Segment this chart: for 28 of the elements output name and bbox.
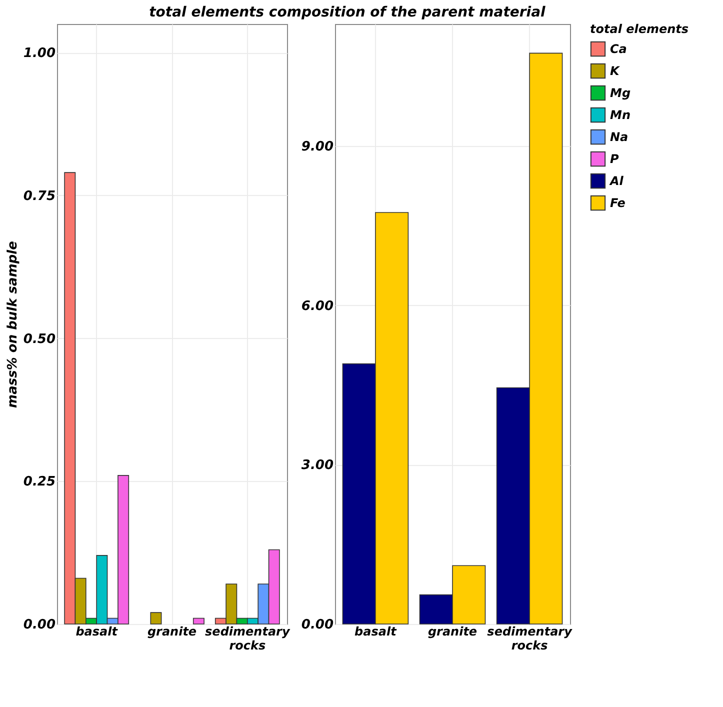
x-tick-label: basalt	[354, 624, 398, 638]
text: total elements composition of the parent material	[149, 4, 546, 20]
legend-label: Al	[609, 174, 624, 188]
y-tick-label: 0.00	[301, 618, 334, 632]
x-tick-label: granite	[428, 624, 478, 638]
legend-label: Mg	[610, 86, 631, 100]
legend-label: K	[610, 64, 621, 78]
legend-label: Na	[610, 130, 628, 144]
bar	[192, 618, 204, 624]
bar	[150, 612, 162, 624]
y-tick-label: 0.25	[23, 474, 56, 490]
y-tick-label: 3.00	[301, 458, 334, 474]
x-tick-label: sedimentary rocks	[205, 624, 291, 652]
legend-label: Fe	[610, 196, 626, 210]
y-tick-label: 0.50	[23, 332, 56, 347]
y-tick-label: 9.00	[301, 140, 334, 155]
legend-label: Mn	[610, 108, 630, 122]
legend-label: Ca	[610, 42, 627, 56]
y-tick-label: 6.00	[301, 298, 334, 314]
x-tick-label: granite	[147, 624, 197, 638]
legend-title: total elements	[590, 22, 689, 36]
y-tick-label: 0.75	[23, 188, 56, 204]
x-tick-label: basalt	[76, 624, 119, 638]
x-tick-label: sedimentary rocks	[487, 624, 574, 652]
y-axis-title: mass% on bulk sample	[5, 240, 20, 408]
y-tick-label: 0.00	[23, 618, 56, 632]
y-tick-label: 1.00	[23, 46, 56, 62]
legend-label: P	[610, 152, 619, 166]
